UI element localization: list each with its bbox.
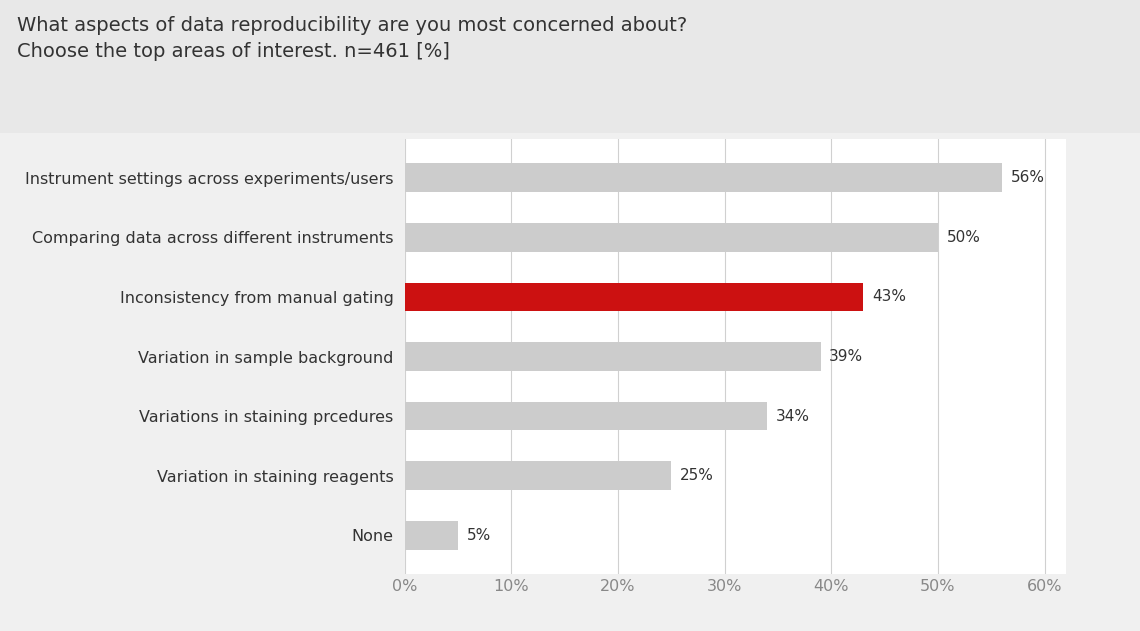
Bar [405,223,938,252]
Bar [405,283,863,311]
Text: 25%: 25% [679,468,714,483]
Bar [405,402,767,430]
Bar [405,461,671,490]
Text: 56%: 56% [1010,170,1044,185]
Text: 34%: 34% [776,409,809,423]
Text: 50%: 50% [946,230,980,245]
Text: 43%: 43% [872,290,906,304]
Bar [405,342,821,371]
Text: What aspects of data reproducibility are you most concerned about?
Choose the to: What aspects of data reproducibility are… [17,16,687,61]
Bar [405,163,1002,192]
Text: 5%: 5% [466,528,491,543]
Text: 39%: 39% [829,349,863,364]
Bar [405,521,458,550]
